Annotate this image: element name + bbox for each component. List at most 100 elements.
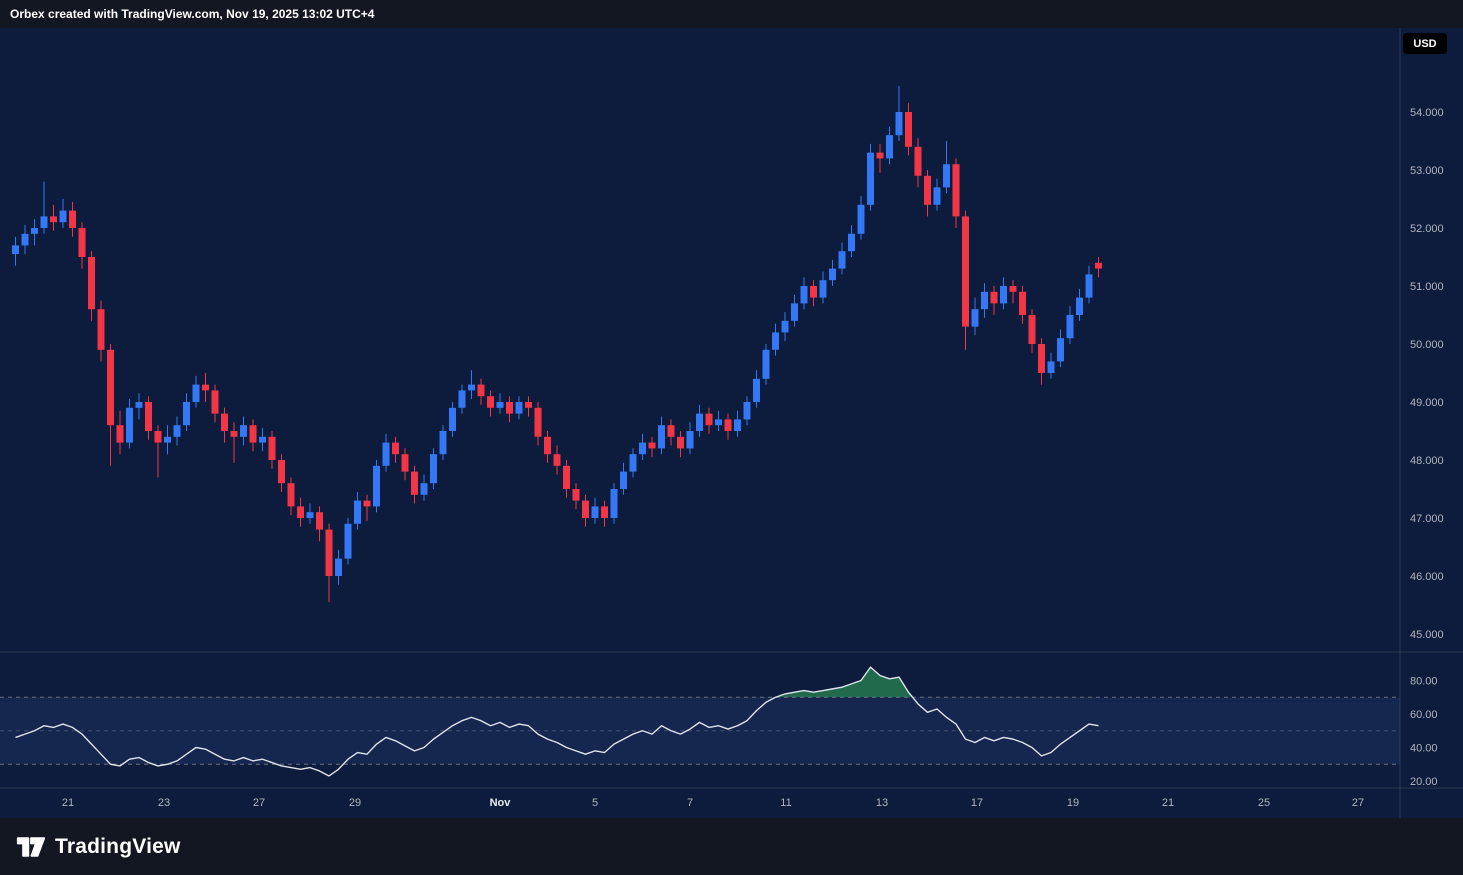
candle[interactable] (325, 529, 333, 576)
candle[interactable] (1076, 297, 1083, 315)
candle[interactable] (667, 425, 675, 437)
candle[interactable] (468, 384, 475, 391)
candle[interactable] (962, 216, 969, 327)
candle[interactable] (762, 349, 770, 379)
candle[interactable] (791, 303, 798, 321)
candle[interactable] (88, 257, 95, 310)
candle[interactable] (591, 506, 599, 518)
candle[interactable] (420, 483, 428, 495)
candle[interactable] (40, 216, 48, 228)
candle[interactable] (810, 286, 817, 298)
candle[interactable] (221, 413, 228, 431)
candle[interactable] (1085, 274, 1093, 298)
candle[interactable] (50, 216, 57, 223)
candle[interactable] (335, 558, 342, 576)
candle[interactable] (743, 402, 751, 420)
candle[interactable] (164, 436, 171, 443)
candle[interactable] (601, 506, 608, 518)
candle[interactable] (876, 152, 884, 159)
candle[interactable] (572, 489, 580, 501)
candle[interactable] (259, 436, 266, 443)
candle[interactable] (192, 384, 200, 402)
candle[interactable] (867, 152, 874, 205)
candle[interactable] (477, 384, 485, 397)
tradingview-brand[interactable]: TradingView (55, 834, 181, 858)
candle[interactable] (772, 332, 779, 350)
candle[interactable] (1066, 315, 1074, 339)
candle[interactable] (21, 233, 29, 246)
candle[interactable] (838, 251, 846, 269)
candle[interactable] (506, 402, 513, 414)
candle[interactable] (952, 164, 960, 217)
candle[interactable] (249, 425, 257, 443)
candle[interactable] (458, 390, 466, 408)
candle[interactable] (553, 454, 561, 466)
candle[interactable] (933, 187, 941, 205)
candle[interactable] (1000, 286, 1007, 304)
candle[interactable] (69, 210, 76, 228)
candle[interactable] (449, 407, 456, 431)
candle[interactable] (1057, 338, 1064, 362)
candle[interactable] (173, 425, 181, 437)
candle[interactable] (1047, 361, 1055, 373)
candle[interactable] (59, 210, 67, 223)
candle[interactable] (297, 506, 304, 518)
candle[interactable] (696, 413, 703, 431)
candle[interactable] (439, 431, 447, 455)
candle[interactable] (639, 442, 646, 455)
candle[interactable] (268, 436, 276, 460)
candle[interactable] (344, 523, 352, 559)
candle[interactable] (895, 112, 903, 136)
candle[interactable] (905, 112, 912, 147)
candle[interactable] (515, 402, 523, 414)
candle[interactable] (392, 442, 399, 455)
candle[interactable] (430, 454, 437, 484)
candle[interactable] (1028, 315, 1036, 344)
candle[interactable] (705, 413, 713, 426)
candle[interactable] (829, 268, 836, 281)
candle[interactable] (1038, 344, 1045, 373)
candle[interactable] (31, 228, 38, 234)
candle[interactable] (287, 483, 295, 507)
candle[interactable] (401, 454, 409, 472)
candle[interactable] (135, 402, 143, 408)
candle[interactable] (411, 471, 418, 495)
candle[interactable] (496, 402, 504, 408)
candle[interactable] (610, 489, 618, 518)
candle[interactable] (715, 419, 722, 426)
candle[interactable] (563, 465, 570, 489)
candle[interactable] (629, 454, 637, 472)
candle[interactable] (620, 471, 627, 489)
candle[interactable] (990, 291, 998, 304)
candle[interactable] (1095, 262, 1102, 269)
candle[interactable] (202, 384, 209, 391)
candle[interactable] (886, 135, 893, 159)
candle[interactable] (686, 431, 694, 449)
candle[interactable] (924, 175, 931, 205)
candle[interactable] (848, 233, 855, 252)
candle[interactable] (677, 436, 684, 449)
candle[interactable] (154, 431, 162, 443)
candle[interactable] (981, 291, 988, 310)
candle[interactable] (1009, 286, 1017, 292)
candle[interactable] (971, 309, 979, 327)
candle[interactable] (126, 407, 133, 443)
candle[interactable] (658, 425, 665, 449)
candle[interactable] (857, 204, 865, 234)
candle[interactable] (12, 245, 19, 255)
candle[interactable] (534, 407, 542, 437)
candle[interactable] (544, 436, 551, 455)
candle[interactable] (211, 390, 219, 414)
candle[interactable] (107, 349, 114, 426)
candle[interactable] (278, 460, 285, 484)
candle[interactable] (943, 164, 950, 188)
candle[interactable] (382, 442, 390, 466)
currency-badge[interactable]: USD (1403, 33, 1447, 54)
candle[interactable] (116, 425, 124, 443)
tradingview-logo-icon[interactable] (16, 836, 46, 858)
candle[interactable] (1019, 291, 1026, 315)
candle[interactable] (316, 512, 323, 530)
candle[interactable] (240, 425, 247, 437)
candle[interactable] (97, 309, 105, 350)
